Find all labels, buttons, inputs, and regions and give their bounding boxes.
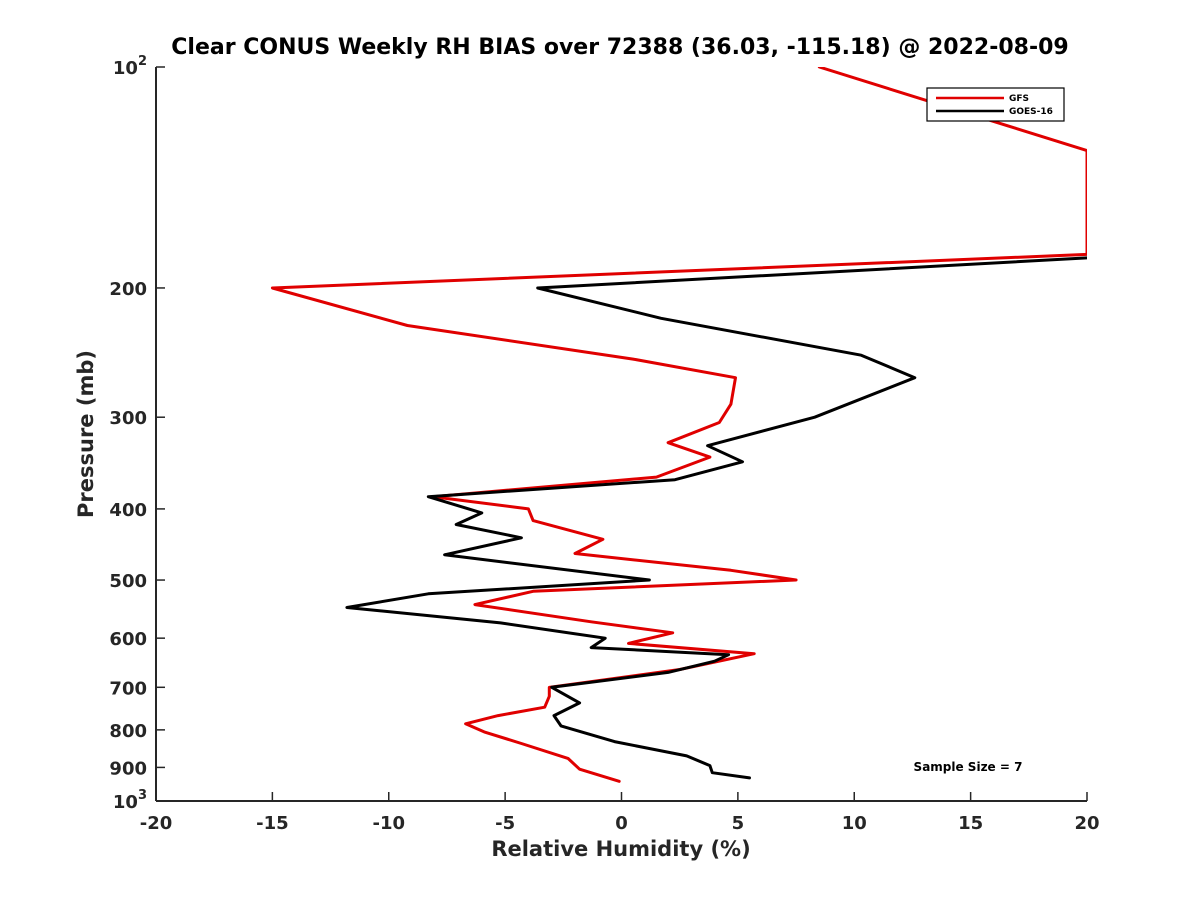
x-tick-label: 20 xyxy=(1074,813,1099,834)
y-tick-label: 102 xyxy=(113,54,147,79)
x-tick-label: 0 xyxy=(615,813,628,834)
y-tick-label: 700 xyxy=(109,678,147,699)
x-tick-label: 10 xyxy=(842,813,867,834)
y-tick-label: 400 xyxy=(109,500,147,521)
y-tick-label: 300 xyxy=(109,408,147,429)
tick-layer: -20 -15 -10 -5 0 5 10 15 20 102 200 300 400 500 600 700… xyxy=(109,54,1099,834)
x-tick-label: -15 xyxy=(256,813,289,834)
series-line-goes16 xyxy=(345,256,1087,780)
y-axis-label: Pressure (mb) xyxy=(74,350,98,518)
y-tick-label: 200 xyxy=(109,279,147,300)
legend-label-gfs: GFS xyxy=(1009,94,1029,104)
x-axis-label: Relative Humidity (%) xyxy=(491,837,750,861)
y-tick-label: 800 xyxy=(109,721,147,742)
legend-box xyxy=(926,87,1065,122)
axes-layer xyxy=(155,67,1087,802)
chart-title: Clear CONUS Weekly RH BIAS over 72388 (3… xyxy=(171,35,1068,60)
legend-label-goes16: GOES-16 xyxy=(1009,107,1053,117)
x-tick-label: 5 xyxy=(732,813,745,834)
legend: GFS GOES-16 xyxy=(926,87,1065,122)
y-tick-label: 600 xyxy=(109,629,147,650)
x-tick-label: -20 xyxy=(140,813,173,834)
y-tick-label: 500 xyxy=(109,571,147,592)
series-line-gfs xyxy=(270,67,1087,783)
sample-size-annotation: Sample Size = 7 xyxy=(914,760,1023,774)
y-tick-label: 900 xyxy=(109,758,147,779)
x-tick-label: -5 xyxy=(495,813,515,834)
x-tick-label: 15 xyxy=(958,813,983,834)
series-layer xyxy=(270,67,1087,783)
x-tick-label: -10 xyxy=(372,813,405,834)
y-tick-label: 103 xyxy=(113,788,147,813)
